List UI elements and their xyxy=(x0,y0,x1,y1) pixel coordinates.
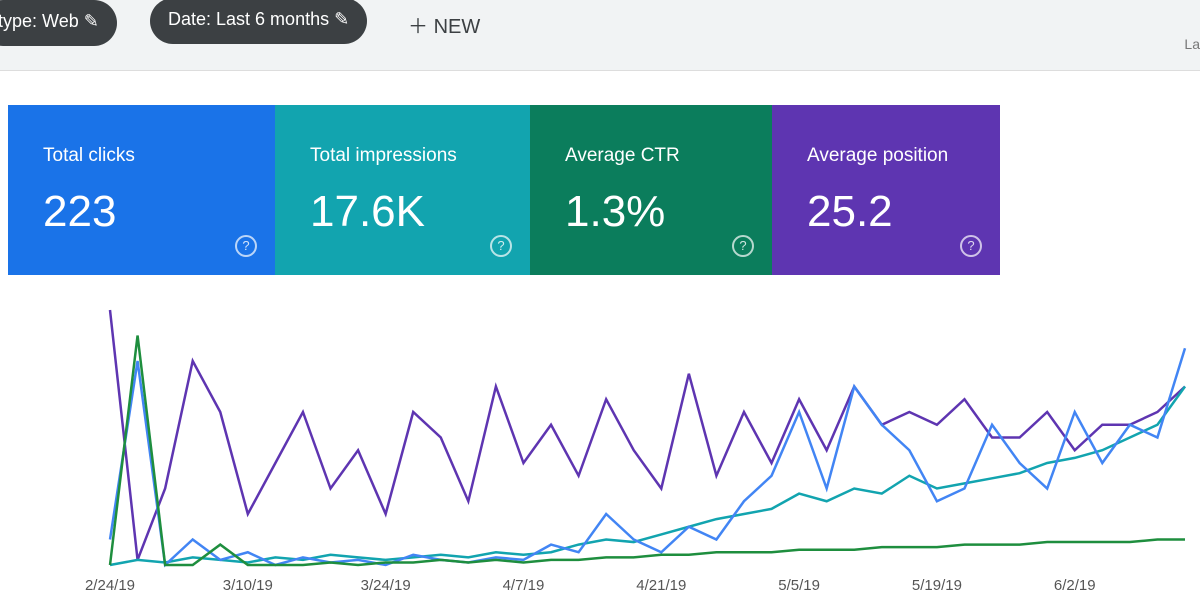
x-tick-label: 4/21/19 xyxy=(636,577,686,594)
metric-card: Average position 25.2? xyxy=(772,105,1000,275)
series-line xyxy=(108,335,1185,567)
x-tick-label: 2/24/19 xyxy=(85,577,135,594)
chip-label: Date: Last 6 months xyxy=(168,9,330,29)
help-icon: ? xyxy=(960,235,982,257)
card-value: 223 xyxy=(43,187,117,236)
card-label: Total clicks xyxy=(43,145,135,166)
help-icon: ? xyxy=(235,235,257,257)
metric-card: Total impressions 17.6K? xyxy=(275,105,530,275)
new-button[interactable]: ＋ NEW xyxy=(408,16,481,38)
series-line xyxy=(108,309,1186,561)
card-label: Total impressions xyxy=(310,145,457,166)
card-value: 25.2 xyxy=(807,187,893,236)
card-label: Average position xyxy=(807,145,949,166)
x-tick-label: 5/5/19 xyxy=(778,577,820,594)
card-value: 1.3% xyxy=(565,187,666,236)
chart: 2/24/19 3/10/19 3/24/19 4/7/19 4/21/19 5/5/19… xyxy=(85,309,1187,594)
card-label: Average CTR xyxy=(565,145,680,166)
x-tick-label: 6/2/19 xyxy=(1054,577,1096,594)
card-value: 17.6K xyxy=(310,187,425,236)
toolbar: type: Web ✎ Date: Last 6 months ✎ ＋ NEW … xyxy=(0,0,1200,71)
series-line xyxy=(108,347,1187,568)
metric-card: Average CTR 1.3%? xyxy=(530,105,772,275)
help-icon: ? xyxy=(490,235,512,257)
metric-card: Total clicks 223? xyxy=(8,105,275,275)
x-tick-label: 3/24/19 xyxy=(361,577,411,594)
chip-label: type: Web xyxy=(0,11,79,31)
button-label: NEW xyxy=(433,16,481,38)
corner-text: La xyxy=(1184,36,1200,52)
help-icon: ? xyxy=(732,235,754,257)
filter-chip[interactable]: type: Web ✎ xyxy=(0,0,117,46)
filter-chip[interactable]: Date: Last 6 months ✎ xyxy=(150,0,368,44)
x-tick-label: 3/10/19 xyxy=(223,577,273,594)
x-tick-label: 5/19/19 xyxy=(912,577,962,594)
series-line xyxy=(109,385,1187,567)
x-tick-label: 4/7/19 xyxy=(503,577,545,594)
